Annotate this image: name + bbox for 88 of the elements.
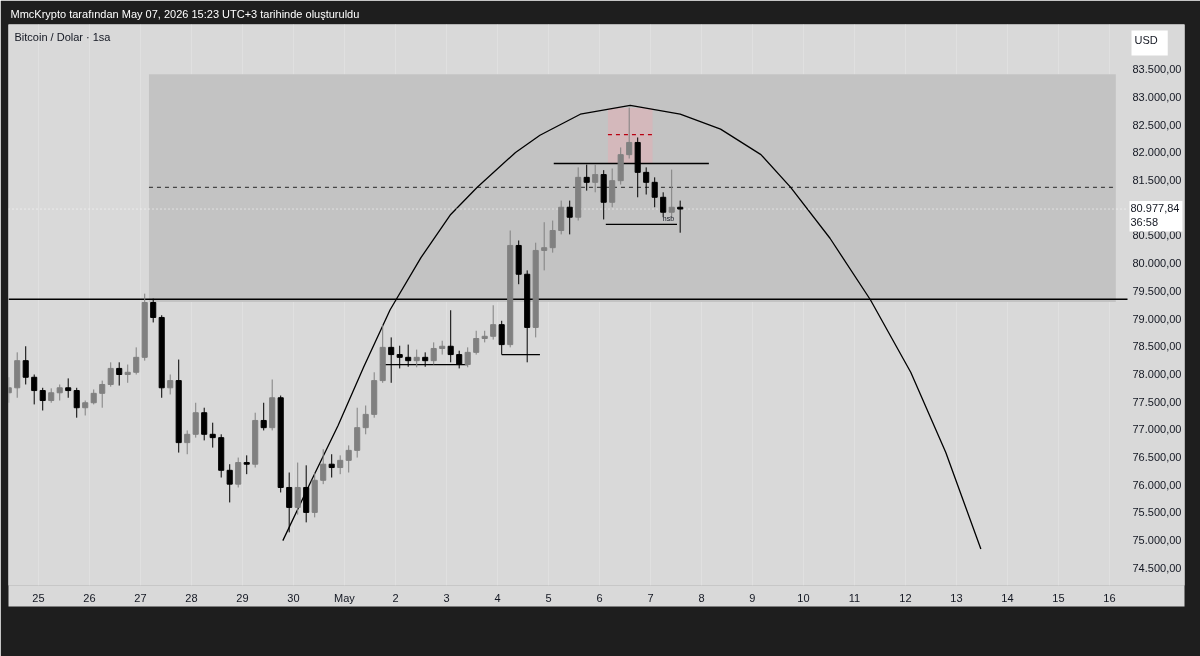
candlestick: [430, 341, 437, 366]
x-tick-label: 10: [797, 591, 810, 604]
x-tick-label: 26: [83, 591, 96, 604]
candlestick: [566, 200, 573, 235]
candlestick: [31, 374, 38, 405]
candlestick: [549, 220, 556, 254]
x-tick-label: 30: [287, 591, 300, 604]
y-tick-label: 76.000,00: [1132, 478, 1182, 491]
x-tick-label: 25: [32, 591, 45, 604]
candlestick: [116, 361, 123, 387]
y-tick-label: 83.000,00: [1132, 91, 1182, 104]
candlestick: [677, 200, 684, 234]
candlestick: [22, 345, 29, 385]
x-tick-label: 16: [1103, 591, 1116, 604]
candlestick: [243, 454, 250, 475]
candlestick: [39, 387, 46, 411]
candlestick: [107, 361, 114, 388]
y-tick-label: 76.500,00: [1132, 451, 1182, 464]
x-tick-label: 3: [443, 591, 450, 604]
y-tick-label: 82.000,00: [1132, 146, 1182, 159]
candlestick: [643, 166, 650, 196]
x-tick-label: 13: [950, 591, 963, 604]
y-tick-label: 79.500,00: [1132, 284, 1182, 297]
x-tick-label: 6: [596, 591, 603, 604]
y-tick-label: 74.500,00: [1132, 561, 1182, 574]
candlestick: [286, 472, 293, 533]
y-tick-label: 80.500,00: [1132, 229, 1182, 242]
candlestick: [362, 405, 369, 435]
ref-line-label: 80.977,84 36:58: [1130, 202, 1180, 229]
y-tick-label: 83.500,00: [1132, 63, 1182, 76]
candlestick: [354, 407, 361, 459]
x-tick-label: 27: [134, 591, 147, 604]
candlestick: [651, 176, 658, 208]
text: Bitcoin / Dolar · 1sa: [14, 30, 112, 43]
candlestick: [626, 107, 633, 160]
y-tick-label: 78.500,00: [1132, 340, 1182, 353]
candlestick: [184, 429, 191, 455]
y-tick-label: 77.500,00: [1132, 395, 1182, 408]
candlestick: [558, 200, 565, 235]
candlestick: [320, 448, 327, 485]
x-tick-label: 28: [185, 591, 198, 604]
y-tick-label: 79.000,00: [1132, 312, 1182, 325]
candlestick: [473, 330, 480, 356]
candlestick: [345, 444, 352, 474]
candlestick: [328, 453, 335, 479]
y-tick-label: 78.000,00: [1132, 367, 1182, 380]
candlestick: [660, 191, 667, 218]
x-tick-label: 14: [1001, 591, 1014, 604]
candlestick: [65, 377, 72, 399]
y-tick-label: 80.000,00: [1132, 257, 1182, 270]
candlestick: [192, 402, 199, 439]
candlestick: [490, 304, 497, 341]
x-tick-label: 29: [236, 591, 249, 604]
candlestick: [201, 407, 208, 441]
candlestick: [124, 364, 131, 384]
candlestick: [99, 380, 106, 409]
y-tick-label: 75.500,00: [1132, 506, 1182, 519]
candlestick: [235, 457, 242, 488]
x-tick-label: 9: [749, 591, 756, 604]
candlestick: [294, 462, 301, 516]
candlestick: [337, 454, 344, 475]
candlestick: [133, 346, 140, 375]
y-tick-label: 75.000,00: [1132, 534, 1182, 547]
candlestick: [609, 167, 616, 208]
x-tick-label: 4: [494, 591, 501, 604]
x-tick-label: 12: [899, 591, 912, 604]
candlestick: [260, 402, 267, 431]
candlestick: [209, 422, 216, 449]
candlestick: [167, 374, 174, 395]
x-tick-label: 8: [698, 591, 705, 604]
x-tick-label: May: [334, 591, 356, 604]
candlestick: [464, 346, 471, 368]
x-tick-label: 15: [1052, 591, 1065, 604]
x-tick-label: 7: [647, 591, 654, 604]
candlestick: [541, 221, 548, 271]
x-tick-label: 11: [848, 591, 861, 604]
text: MmcKrypto tarafından May 07, 2026 15:23 UTC+3 tarihinde oluşturuldu: [10, 7, 360, 20]
y-tick-label: 81.500,00: [1132, 174, 1182, 187]
y-axis-title: USD: [1134, 33, 1158, 46]
candlestick: [73, 387, 80, 419]
candlestick: [668, 169, 675, 218]
y-tick-label: 77.000,00: [1132, 423, 1182, 436]
candlestick: [226, 463, 233, 503]
candlestick: [592, 164, 599, 193]
y-tick-label: 82.500,00: [1132, 118, 1182, 131]
x-tick-label: 2: [392, 591, 399, 604]
x-tick-label: 5: [545, 591, 552, 604]
candlestick: [447, 309, 454, 363]
